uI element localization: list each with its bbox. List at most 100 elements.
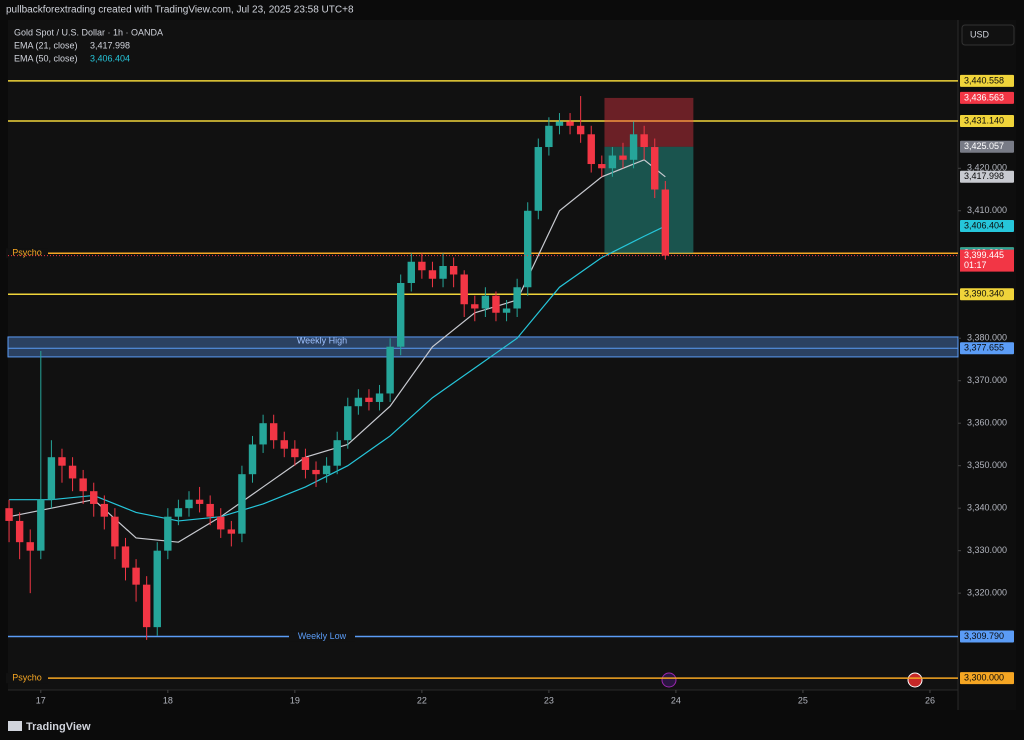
price-tag-label: 3,417.998: [964, 171, 1004, 181]
candle-body: [651, 147, 659, 190]
candle-body: [15, 520, 24, 543]
price-tag-label: 3,440.558: [964, 75, 1004, 85]
price-tag: 3,377.655: [960, 342, 1014, 355]
candle-body: [555, 121, 564, 126]
x-tick-label: 24: [671, 695, 681, 705]
level-name: Psycho: [12, 673, 42, 683]
candle-body: [502, 308, 511, 313]
candle-body: [206, 503, 214, 517]
candle-body: [37, 499, 45, 551]
price-tag-label: 3,390.340: [964, 289, 1004, 299]
price-tag-label: 3,431.140: [964, 115, 1004, 125]
axis-labels: 3,320.000 3,330.000 3,340.000 3,350.000 3,36…: [958, 74, 1014, 685]
indicator-name: EMA (50, close): [14, 53, 78, 63]
y-tick-label: 3,360.000: [967, 418, 1007, 428]
price-tag-label: 3,406.404: [964, 220, 1004, 230]
y-tick-label: 3,330.000: [967, 545, 1007, 555]
x-tick-label: 17: [36, 695, 46, 705]
level-name: Weekly Low: [298, 631, 347, 641]
y-tick-label: 3,380.000: [967, 333, 1007, 343]
x-tick-label: 23: [544, 695, 554, 705]
candle-body: [566, 121, 574, 126]
candle-body: [354, 397, 363, 407]
candle-body: [5, 508, 13, 521]
candle-body: [195, 499, 204, 504]
candle-body: [58, 457, 66, 466]
countdown: 01:17: [964, 260, 987, 270]
indicator-name: EMA (21, close): [14, 40, 78, 50]
candle-body: [365, 397, 373, 402]
x-tick-label: 25: [798, 695, 808, 705]
candle-body: [132, 567, 140, 585]
position-stop: [604, 97, 694, 147]
y-tick-label: 3,320.000: [967, 588, 1007, 598]
candle-body: [259, 423, 267, 445]
flag-icon[interactable]: [907, 672, 923, 688]
price-tag-bg: [960, 672, 1014, 685]
candle-body: [100, 503, 109, 517]
candle-body: [333, 440, 341, 466]
candle-body: [534, 147, 543, 211]
candle-body: [79, 478, 87, 492]
y-tick-label: 3,340.000: [967, 503, 1007, 513]
footer: TradingView: [26, 721, 91, 733]
candle-body: [661, 189, 670, 256]
level-name-bg: [289, 631, 355, 642]
candle-body: [524, 210, 532, 288]
candle-body: [471, 304, 479, 309]
price-tag: 3,300.000: [960, 672, 1014, 685]
position-target: [604, 146, 694, 254]
price-tag-bg: [960, 220, 1014, 233]
candle-body: [111, 516, 119, 547]
currency[interactable]: USD: [970, 29, 990, 39]
candle-body: [545, 125, 553, 148]
x-tick-label: 18: [163, 695, 173, 705]
candle-body: [142, 584, 151, 628]
candle-body: [301, 457, 310, 470]
price-tag-label: 3,309.790: [964, 631, 1004, 641]
candle-body: [386, 346, 394, 394]
y-tick-label: 3,410.000: [967, 205, 1007, 215]
candle-body: [153, 550, 161, 628]
candle-body: [121, 546, 130, 568]
price-tag: 3,436.563: [960, 91, 1014, 104]
price-tag-bg: [960, 342, 1014, 355]
y-tick-label: 3,350.000: [967, 460, 1007, 470]
plot: 17 18 19 22 23 24 25 26 Weekly High Psycho Weekly …: [5, 80, 959, 705]
price-tag: 3,431.140: [960, 114, 1014, 127]
level-name-bg: [6, 673, 48, 684]
candle-body: [629, 134, 638, 160]
price-tag-bg: [960, 74, 1014, 87]
candle-body: [238, 474, 246, 534]
candle-body: [68, 465, 77, 479]
price-tag-bg: [960, 140, 1014, 153]
candle-body: [460, 274, 468, 305]
candle-body: [608, 155, 617, 169]
x-tick-label: 22: [417, 695, 427, 705]
candle-body: [587, 134, 595, 165]
level-name-bg: [6, 248, 48, 259]
price-tag: 3,406.404: [960, 220, 1014, 233]
price-tag: 3,425.057: [960, 140, 1014, 153]
candle-body: [312, 469, 320, 475]
candle-body: [407, 261, 415, 283]
event-icon[interactable]: [661, 672, 677, 688]
candle-body: [185, 499, 193, 509]
currency-button[interactable]: [961, 24, 1015, 46]
ema-line: [9, 225, 666, 522]
price-tag-label: 3,377.655: [964, 343, 1004, 353]
price-tag-bg: [960, 630, 1014, 643]
logo: [8, 721, 22, 731]
candle-body: [396, 282, 405, 347]
price-tag-label: 3,436.563: [964, 92, 1004, 102]
price-tag-label: 3,399.445: [964, 250, 1004, 260]
y-tick-label: 3,370.000: [967, 375, 1007, 385]
candle-body: [47, 457, 56, 500]
candle-body: [576, 125, 585, 135]
candle-body: [439, 266, 447, 279]
price-tag: 3,309.790: [960, 630, 1014, 643]
x-tick-label: 26: [925, 695, 935, 705]
price-tag: 3,440.558: [960, 74, 1014, 87]
